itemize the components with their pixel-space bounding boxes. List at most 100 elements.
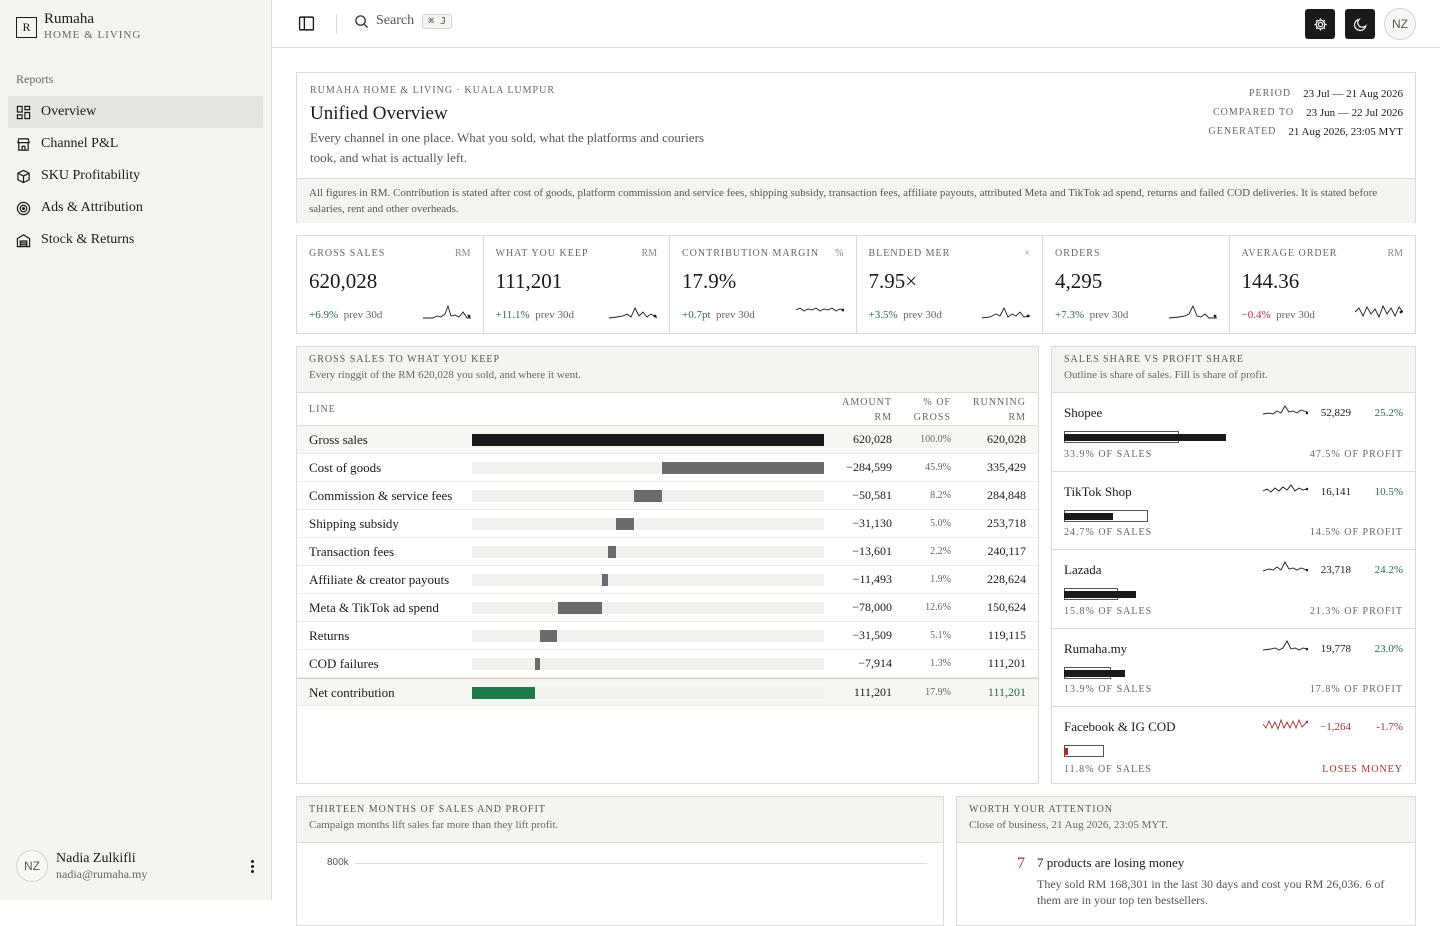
table-row[interactable]: Meta & TikTok ad spend −78,000 12.6% 150…: [297, 594, 1038, 622]
row-pct: 1.9%: [930, 574, 951, 585]
kpi-card[interactable]: WHAT YOU KEEP RM 111,201 +11.1% prev 30d: [484, 236, 670, 333]
row-label: Gross sales: [309, 432, 368, 447]
bar-track: [472, 546, 824, 558]
user-profile[interactable]: NZ Nadia Zulkifli nadia@rumaha.my: [16, 850, 260, 882]
bar-track: [472, 574, 824, 586]
col-running-label: RUNNING: [972, 397, 1026, 408]
sparkline: [1355, 304, 1403, 319]
sidebar-item-label: Overview: [41, 104, 97, 119]
attention-count: 7: [1017, 855, 1025, 872]
meta-label: GENERATED: [1208, 126, 1277, 137]
share-rows: Shopee 52,829 25.2% 33.9% OF SALES 47.5%…: [1052, 393, 1415, 786]
table-row[interactable]: Cost of goods −284,599 45.9% 335,429: [297, 454, 1038, 482]
attention-body: They sold RM 168,301 in the last 30 days…: [1037, 877, 1385, 907]
table-header: LINE AMOUNT RM % OF GROSS RUNNING RM: [297, 393, 1038, 426]
col-pct: % OF GROSS: [914, 395, 951, 425]
col-line: LINE: [309, 404, 336, 415]
row-amount: −31,130: [852, 516, 892, 530]
section-subtitle: Close of business, 21 Aug 2026, 23:05 MY…: [969, 819, 1169, 831]
table-row[interactable]: Commission & service fees −50,581 8.2% 2…: [297, 482, 1038, 510]
row-amount: 620,028: [853, 432, 892, 446]
meta-value: 21 Aug 2026, 23:05 MYT: [1288, 125, 1403, 138]
months-chart: 800k: [297, 843, 943, 903]
brand-logo: R: [16, 17, 37, 38]
settings-button[interactable]: [1305, 9, 1335, 39]
kpi-card[interactable]: AVERAGE ORDER RM 144.36 −0.4% prev 30d: [1230, 236, 1416, 333]
kpi-unit: RM: [1387, 248, 1403, 259]
search-icon: [355, 14, 369, 28]
row-amount: −7,914: [858, 656, 892, 670]
waterfall-bar: [539, 630, 558, 642]
sidebar-item-ads-attribution[interactable]: Ads & Attribution: [8, 192, 263, 224]
sidebar-item-channel-pl[interactable]: Channel P&L: [8, 128, 263, 160]
sidebar-item-stock-returns[interactable]: Stock & Returns: [8, 224, 263, 256]
table-row[interactable]: Affiliate & creator payouts −11,493 1.9%…: [297, 566, 1038, 594]
row-amount: −50,581: [852, 488, 892, 502]
table-row[interactable]: COD failures −7,914 1.3% 111,201: [297, 650, 1038, 678]
kpi-card[interactable]: BLENDED MER × 7.95× +3.5% prev 30d: [857, 236, 1043, 333]
more-icon[interactable]: [244, 856, 260, 876]
section-title: GROSS SALES TO WHAT YOU KEEP: [309, 354, 501, 365]
sales-share-label: 11.8% OF SALES: [1064, 763, 1152, 775]
row-amount: −78,000: [852, 600, 892, 614]
kpi-compare: prev 30d: [716, 309, 755, 321]
channel-name: Rumaha.my: [1064, 640, 1128, 656]
page-description: Every channel in one place. What you sol…: [310, 130, 704, 165]
sidebar-toggle-icon[interactable]: [298, 15, 315, 32]
kpi-compare: prev 30d: [343, 309, 383, 321]
sales-share-label: 33.9% OF SALES: [1064, 448, 1153, 460]
brand[interactable]: R Rumaha HOME & LIVING: [16, 10, 141, 41]
sidebar-item-sku-profitability[interactable]: SKU Profitability: [8, 160, 263, 192]
sales-share-label: 13.9% OF SALES: [1064, 684, 1153, 695]
col-pct-label2: GROSS: [913, 412, 951, 423]
user-avatar-button[interactable]: NZ: [1384, 8, 1416, 40]
table-row[interactable]: Returns −31,509 5.1% 119,115: [297, 622, 1038, 650]
table-row[interactable]: Shipping subsidy −31,130 5.0% 253,718: [297, 510, 1038, 538]
waterfall-bar: [608, 546, 616, 558]
list-item[interactable]: Rumaha.my 19,778 23.0% 13.9% OF SALES 17…: [1052, 629, 1415, 707]
search-shortcut: ⌘ J: [422, 13, 453, 29]
meta-value: 23 Jul — 21 Aug 2026: [1303, 87, 1403, 100]
kpi-card[interactable]: GROSS SALES RM 620,028 +6.9% prev 30d: [297, 236, 484, 333]
list-item[interactable]: Facebook & IG COD −1,264 -1.7% 11.8% OF …: [1052, 707, 1415, 786]
profit-share-label: LOSES MONEY: [1322, 763, 1403, 775]
avatar: NZ: [16, 850, 48, 882]
kpi-value: 7.95×: [868, 269, 918, 293]
kpi-card[interactable]: ORDERS 4,295 +7.3% prev 30d: [1043, 236, 1230, 333]
kpi-compare: prev 30d: [903, 309, 942, 321]
row-pct: 2.2%: [930, 546, 951, 557]
kpi-delta: −0.4% prev 30d: [1242, 309, 1315, 321]
list-item[interactable]: TikTok Shop 16,141 10.5% 24.7% OF SALES …: [1052, 472, 1415, 550]
table-row[interactable]: Net contribution 111,201 17.9% 111,201: [297, 678, 1038, 706]
share-panel: SALES SHARE VS PROFIT SHARE Outline is s…: [1051, 346, 1416, 784]
kpi-change: +0.7pt: [682, 309, 711, 321]
list-item[interactable]: Lazada 23,718 24.2% 15.8% OF SALES 21.3%…: [1052, 550, 1415, 629]
report-header: RUMAHA HOME & LIVING · KUALA LUMPUR Unif…: [296, 72, 1416, 223]
search-button[interactable]: Search ⌘ J: [354, 13, 453, 29]
section-subtitle: Every ringgit of the RM 620,028 you sold…: [309, 369, 581, 381]
sidebar-item-label: Ads & Attribution: [41, 200, 143, 215]
sparkline: [1263, 718, 1308, 731]
table-row[interactable]: Transaction fees −13,601 2.2% 240,117: [297, 538, 1038, 566]
bar-track: [472, 658, 824, 670]
meta-value: 23 Jun — 22 Jul 2026: [1306, 106, 1403, 119]
profit-share-fill: [1064, 512, 1114, 520]
sparkline: [1168, 304, 1217, 319]
attention-item[interactable]: 7 7 products are losing money They sold …: [957, 843, 1415, 908]
col-amount-label: AMOUNT: [842, 397, 892, 408]
kpi-value: 4,295: [1055, 269, 1103, 293]
channel-profit: 23,718: [1320, 564, 1351, 576]
kpi-card[interactable]: CONTRIBUTION MARGIN% 17.9% +0.7pt prev 3…: [670, 236, 857, 333]
row-running: 111,201: [987, 656, 1026, 670]
waterfall-bar: [472, 434, 824, 446]
row-label: Shipping subsidy: [309, 516, 399, 531]
row-pct: 8.2%: [930, 490, 951, 501]
list-item[interactable]: Shopee 52,829 25.2% 33.9% OF SALES 47.5%…: [1052, 393, 1415, 472]
channel-name: Lazada: [1064, 562, 1102, 577]
gear-icon: [1313, 17, 1327, 31]
channel-profit: −1,264: [1320, 721, 1351, 733]
table-row[interactable]: Gross sales 620,028 100.0% 620,028: [297, 426, 1038, 454]
sidebar-item-overview[interactable]: Overview: [8, 96, 263, 128]
theme-toggle-button[interactable]: [1345, 9, 1375, 39]
row-amount: −13,601: [852, 544, 892, 558]
